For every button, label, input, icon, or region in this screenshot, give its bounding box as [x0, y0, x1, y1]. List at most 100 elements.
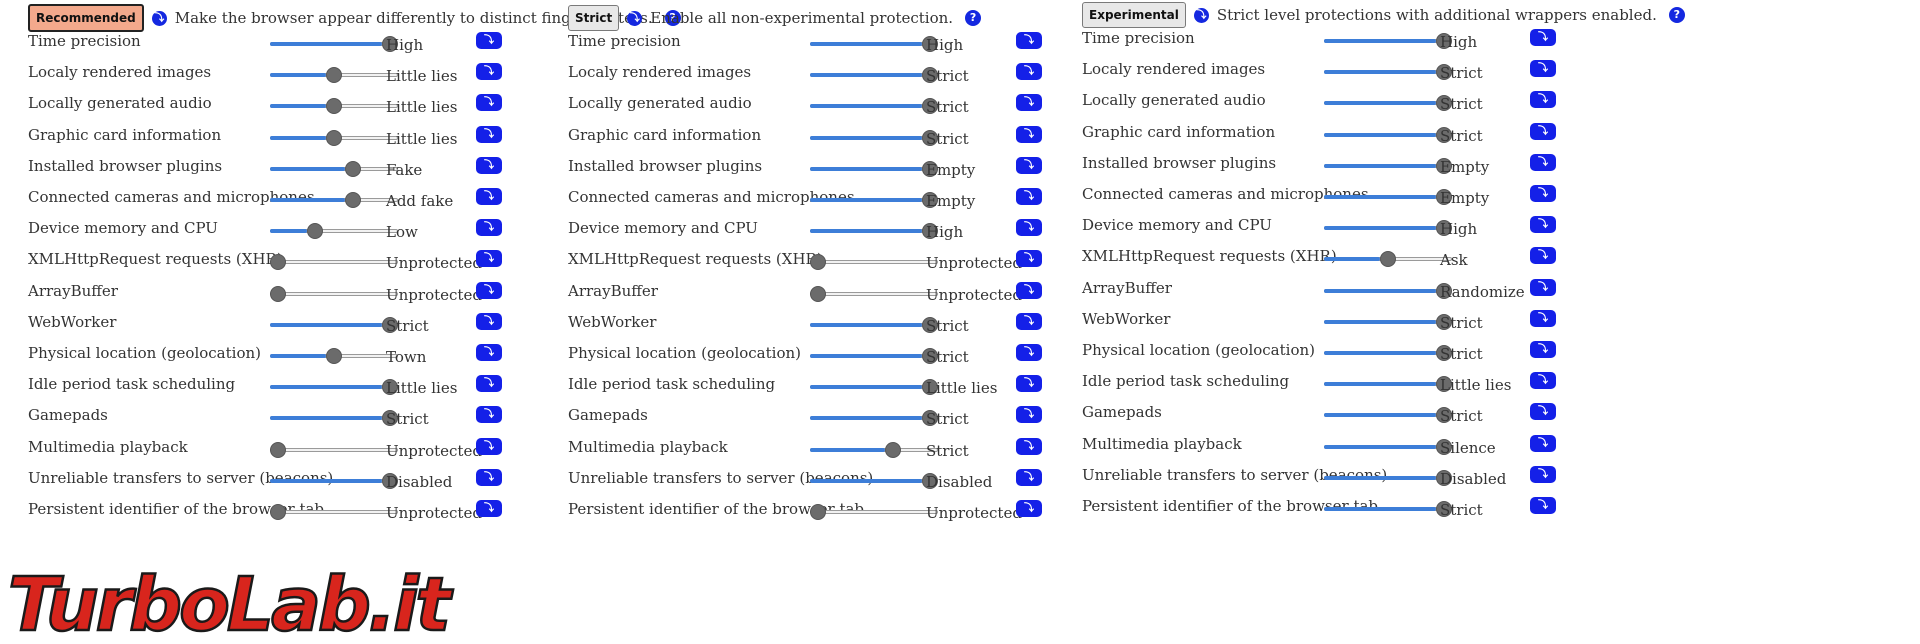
- details-button[interactable]: ⤵: [476, 219, 502, 237]
- level-button[interactable]: Recommended: [28, 4, 144, 32]
- slider-handle[interactable]: [1380, 251, 1396, 268]
- details-button[interactable]: ⤵: [476, 406, 502, 424]
- protection-slider[interactable]: [1324, 345, 1452, 361]
- protection-slider[interactable]: [1324, 376, 1452, 393]
- level-button[interactable]: Experimental: [1082, 2, 1186, 28]
- protection-slider[interactable]: [810, 504, 938, 520]
- protection-slider[interactable]: [1324, 407, 1452, 424]
- slider-handle[interactable]: [810, 504, 826, 520]
- protection-slider[interactable]: [1324, 189, 1452, 205]
- details-button[interactable]: ⤵: [1016, 32, 1042, 49]
- slider-handle[interactable]: [326, 348, 342, 364]
- slider-handle[interactable]: [1436, 282, 1452, 299]
- slider-handle[interactable]: [922, 223, 938, 240]
- slider-handle[interactable]: [1436, 157, 1452, 174]
- details-button[interactable]: ⤵: [1016, 375, 1042, 393]
- details-button[interactable]: ⤵: [1016, 94, 1042, 112]
- protection-slider[interactable]: [1324, 438, 1452, 455]
- details-button[interactable]: ⤵: [1016, 500, 1042, 517]
- details-button[interactable]: ⤵: [1530, 372, 1556, 390]
- protection-slider[interactable]: [1324, 157, 1452, 174]
- slider-handle[interactable]: [345, 160, 362, 177]
- protection-slider[interactable]: [810, 316, 938, 333]
- protection-slider[interactable]: [270, 441, 398, 458]
- protection-slider[interactable]: [270, 316, 398, 333]
- slider-handle[interactable]: [922, 129, 938, 146]
- details-button[interactable]: ⤵: [1016, 406, 1042, 424]
- slider-handle[interactable]: [1436, 64, 1452, 81]
- protection-slider[interactable]: [270, 285, 398, 302]
- help-icon[interactable]: ?: [1668, 7, 1685, 23]
- slider-handle[interactable]: [1436, 376, 1452, 393]
- protection-slider[interactable]: [810, 192, 938, 208]
- slider-handle[interactable]: [270, 441, 286, 458]
- details-button[interactable]: ⤵: [1016, 188, 1042, 205]
- details-button[interactable]: ⤵: [476, 63, 502, 81]
- protection-slider[interactable]: [810, 36, 938, 52]
- details-button[interactable]: ⤵: [1530, 341, 1556, 358]
- details-button[interactable]: ⤵: [476, 500, 502, 517]
- slider-handle[interactable]: [345, 192, 362, 208]
- protection-slider[interactable]: [270, 348, 398, 364]
- details-button[interactable]: ⤵: [1530, 122, 1556, 140]
- protection-slider[interactable]: [270, 410, 398, 427]
- slider-handle[interactable]: [326, 98, 342, 115]
- protection-slider[interactable]: [1324, 469, 1452, 486]
- slider-handle[interactable]: [270, 285, 286, 302]
- protection-slider[interactable]: [810, 67, 938, 84]
- slider-handle[interactable]: [1436, 313, 1452, 330]
- protection-slider[interactable]: [270, 129, 398, 146]
- slider-handle[interactable]: [885, 441, 902, 458]
- slider-handle[interactable]: [1436, 33, 1452, 49]
- protection-slider[interactable]: [1324, 501, 1452, 517]
- details-button[interactable]: ⤵: [476, 312, 502, 330]
- details-button[interactable]: ⤵: [1530, 247, 1556, 265]
- slider-handle[interactable]: [1436, 345, 1452, 361]
- slider-handle[interactable]: [1436, 501, 1452, 517]
- slider-handle[interactable]: [1436, 407, 1452, 424]
- details-button[interactable]: ⤵: [1530, 309, 1556, 327]
- details-button[interactable]: ⤵: [1016, 250, 1042, 268]
- details-button[interactable]: ⤵: [1016, 156, 1042, 174]
- slider-handle[interactable]: [326, 67, 342, 84]
- protection-slider[interactable]: [1324, 220, 1452, 237]
- slider-handle[interactable]: [922, 348, 938, 364]
- slider-handle[interactable]: [922, 316, 938, 333]
- help-icon[interactable]: ?: [664, 10, 681, 26]
- protection-slider[interactable]: [810, 472, 938, 489]
- protection-slider[interactable]: [810, 410, 938, 427]
- details-button[interactable]: ⤵: [1530, 60, 1556, 78]
- slider-handle[interactable]: [922, 410, 938, 427]
- slider-handle[interactable]: [922, 36, 938, 52]
- protection-slider[interactable]: [270, 379, 398, 396]
- details-button[interactable]: ⤵: [476, 188, 502, 205]
- slider-handle[interactable]: [810, 254, 826, 271]
- details-button[interactable]: ⤵: [1016, 312, 1042, 330]
- level-button[interactable]: Strict: [568, 5, 620, 31]
- slider-handle[interactable]: [810, 285, 826, 302]
- protection-slider[interactable]: [1324, 251, 1452, 268]
- slider-handle[interactable]: [382, 379, 398, 396]
- protection-slider[interactable]: [810, 160, 938, 177]
- slider-handle[interactable]: [306, 223, 323, 240]
- protection-slider[interactable]: [810, 254, 938, 271]
- details-button[interactable]: ⤵: [1016, 281, 1042, 299]
- slider-handle[interactable]: [1436, 438, 1452, 455]
- help-icon[interactable]: ?: [965, 10, 982, 26]
- slider-handle[interactable]: [326, 129, 342, 146]
- details-button[interactable]: ⤵: [476, 156, 502, 174]
- details-button[interactable]: ⤵: [476, 281, 502, 299]
- slider-handle[interactable]: [1436, 95, 1452, 112]
- slider-handle[interactable]: [1436, 469, 1452, 486]
- details-button[interactable]: ⤵: [1530, 465, 1556, 483]
- slider-handle[interactable]: [270, 504, 286, 520]
- details-button[interactable]: ⤵: [476, 344, 502, 361]
- protection-slider[interactable]: [810, 441, 938, 458]
- slider-handle[interactable]: [922, 98, 938, 115]
- protection-slider[interactable]: [810, 348, 938, 364]
- details-button[interactable]: ⤵: [1530, 497, 1556, 514]
- details-button[interactable]: ⤵: [1530, 216, 1556, 234]
- protection-slider[interactable]: [1324, 64, 1452, 81]
- protection-slider[interactable]: [270, 67, 398, 84]
- details-button[interactable]: ⤵: [1016, 344, 1042, 361]
